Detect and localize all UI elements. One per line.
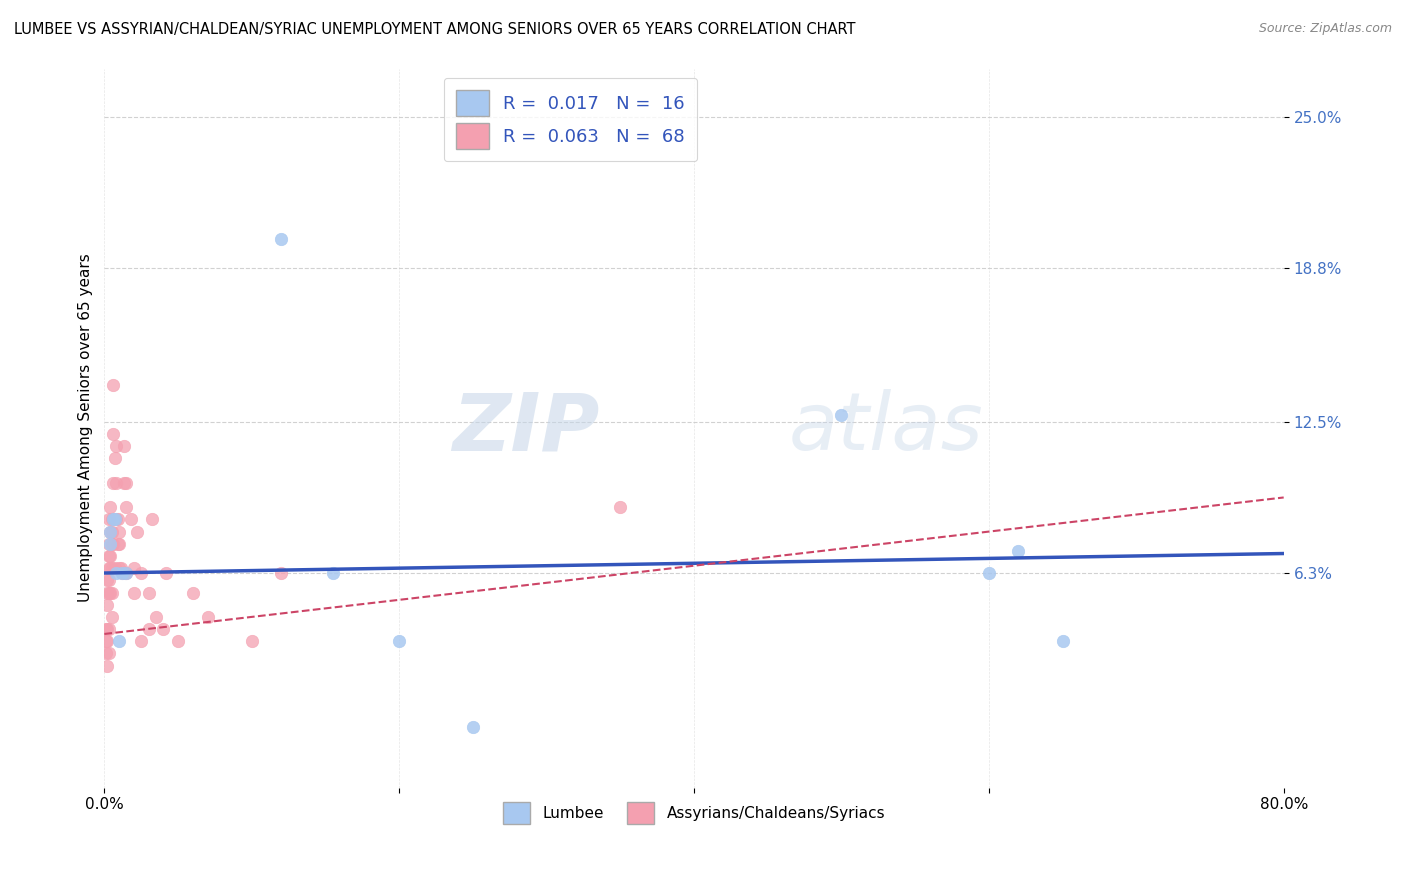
Point (112, 439, 135, 453)
Point (100, 524, 122, 539)
Point (108, 634, 131, 648)
Point (103, 475, 125, 490)
Point (322, 566, 344, 580)
Point (98, 537, 121, 551)
Point (96, 634, 118, 648)
Point (129, 566, 152, 580)
Point (103, 512, 125, 526)
Point (115, 566, 138, 580)
Point (107, 512, 129, 526)
Point (138, 622, 160, 636)
Point (96, 598, 118, 612)
Point (197, 610, 219, 624)
Point (108, 524, 131, 539)
Point (98, 585, 121, 599)
Point (108, 537, 131, 551)
Point (105, 512, 128, 526)
Point (97, 622, 120, 636)
Text: atlas: atlas (789, 389, 983, 467)
Point (96, 574, 118, 588)
Point (104, 512, 127, 526)
Point (100, 610, 122, 624)
Point (100, 537, 122, 551)
Point (270, 566, 292, 580)
Point (98, 561, 121, 575)
Point (100, 561, 122, 575)
Point (115, 500, 138, 515)
Point (181, 585, 204, 599)
Point (97, 549, 120, 563)
Point (138, 585, 160, 599)
Point (103, 378, 125, 392)
Point (100, 512, 122, 526)
Point (96, 622, 118, 636)
Point (112, 475, 135, 490)
Point (152, 622, 174, 636)
Point (97, 537, 120, 551)
Point (96, 658, 118, 673)
Point (115, 566, 138, 580)
Point (105, 439, 128, 453)
Point (97, 585, 120, 599)
Text: Source: ZipAtlas.com: Source: ZipAtlas.com (1258, 22, 1392, 36)
Point (103, 537, 125, 551)
Point (105, 566, 128, 580)
Point (120, 512, 142, 526)
Point (103, 427, 125, 442)
Point (122, 561, 145, 575)
Point (108, 561, 131, 575)
Text: ZIP: ZIP (453, 389, 600, 467)
Point (461, 720, 484, 734)
Text: LUMBEE VS ASSYRIAN/CHALDEAN/SYRIAC UNEMPLOYMENT AMONG SENIORS OVER 65 YEARS CORR: LUMBEE VS ASSYRIAN/CHALDEAN/SYRIAC UNEMP… (14, 22, 856, 37)
Point (141, 512, 163, 526)
Point (111, 566, 134, 580)
Point (830, 408, 852, 422)
Y-axis label: Unemployment Among Seniors over 65 years: Unemployment Among Seniors over 65 years (79, 253, 93, 602)
Point (97, 512, 120, 526)
Point (98, 500, 121, 515)
Point (129, 634, 152, 648)
Point (115, 475, 138, 490)
Point (240, 634, 263, 648)
Point (97, 574, 120, 588)
Point (98, 549, 121, 563)
Point (104, 451, 127, 466)
Point (111, 566, 134, 580)
Point (100, 585, 122, 599)
Point (107, 537, 129, 551)
Point (270, 232, 292, 246)
Point (97, 647, 120, 661)
Point (167, 634, 190, 648)
Legend: Lumbee, Assyrians/Chaldeans/Syriacs: Lumbee, Assyrians/Chaldeans/Syriacs (496, 797, 891, 830)
Point (977, 566, 1000, 580)
Point (114, 566, 136, 580)
Point (105, 475, 128, 490)
Point (1007, 544, 1029, 558)
Point (388, 634, 411, 648)
Point (145, 610, 167, 624)
Point (94, 622, 117, 636)
Point (96, 585, 118, 599)
Point (1052, 634, 1074, 648)
Point (609, 500, 631, 515)
Point (94, 634, 117, 648)
Point (125, 524, 148, 539)
Point (98, 524, 121, 539)
Point (110, 561, 132, 575)
Point (97, 561, 120, 575)
Point (98, 524, 121, 539)
Point (94, 647, 117, 661)
Point (104, 561, 127, 575)
Point (155, 566, 177, 580)
Point (122, 585, 145, 599)
